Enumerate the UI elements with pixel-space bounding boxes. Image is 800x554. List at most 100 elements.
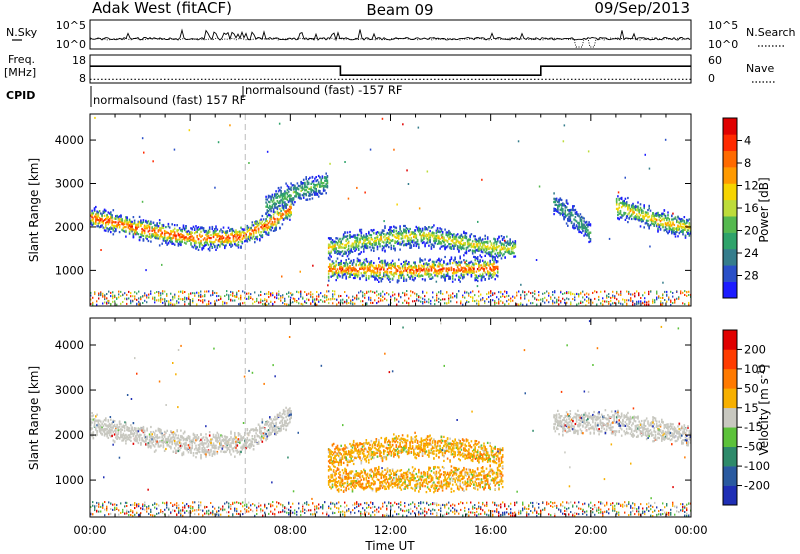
echo-cell [661, 214, 663, 217]
echo-cell [217, 239, 220, 242]
echo-cell [132, 295, 134, 298]
echo-cell [228, 298, 230, 301]
echo-cell [498, 251, 500, 254]
echo-cell [172, 242, 175, 245]
echo-cell [664, 228, 667, 231]
echo-cell [470, 291, 472, 294]
echo-cell [618, 202, 620, 206]
echo-cell [500, 248, 503, 251]
echo-cell [451, 244, 454, 247]
echo-cell [471, 266, 474, 269]
echo-cell [401, 234, 404, 237]
echo-cell [579, 213, 582, 216]
echo-cell [110, 227, 112, 230]
echo-cell [373, 247, 375, 250]
echo-cell [160, 227, 162, 230]
echo-cell [482, 298, 484, 301]
echo-cell [557, 200, 559, 203]
echo-cell [369, 265, 371, 268]
echo-cell [682, 233, 684, 236]
echo-cell [225, 233, 227, 236]
echo-cell [458, 249, 460, 252]
echo-cell [647, 224, 649, 227]
echo-cell [142, 238, 145, 241]
echo-cell [433, 260, 435, 263]
echo-cell [295, 193, 297, 196]
echo-cell [403, 240, 405, 243]
echo-cell [280, 186, 282, 189]
echo-cell [352, 247, 355, 250]
echo-cell [373, 266, 375, 269]
echo-cell [459, 280, 461, 283]
echo-cell [559, 213, 562, 216]
echo-cell [436, 242, 439, 245]
echo-cell [356, 246, 359, 249]
echo-cell [496, 252, 499, 255]
echo-cell [219, 240, 221, 243]
echo-cell [266, 226, 269, 229]
echo-cell [653, 214, 655, 217]
echo-cell [510, 242, 513, 245]
echo-cell [468, 271, 470, 274]
echo-cell [260, 290, 262, 293]
echo-cell [341, 254, 344, 257]
echo-cell [352, 259, 355, 262]
echo-cell [354, 276, 356, 280]
echo-cell [235, 232, 237, 235]
echo-cell [339, 237, 341, 240]
echo-cell [286, 217, 289, 220]
echo-cell [658, 224, 660, 227]
echo-cell [433, 234, 435, 237]
echo-cell [654, 213, 657, 216]
echo-cell [628, 217, 630, 220]
echo-cell [618, 218, 620, 221]
echo-cell [418, 229, 420, 232]
echo-cell [625, 204, 628, 207]
echo-cell [173, 243, 176, 246]
echo-cell [624, 212, 627, 215]
echo-cell [376, 248, 379, 251]
echo-cell [489, 262, 491, 265]
echo-cell [500, 290, 502, 293]
echo-cell [465, 269, 468, 272]
echo-cell [130, 229, 132, 232]
echo-cell [472, 296, 474, 299]
echo-cell [642, 214, 644, 218]
echo-cell [419, 261, 421, 264]
echo-cell [208, 300, 210, 303]
echo-cell [148, 229, 151, 232]
echo-cell [107, 223, 110, 226]
echo-cell [318, 295, 320, 298]
echo-cell [212, 235, 215, 239]
echo-cell [177, 234, 180, 237]
echo-cell [187, 233, 190, 236]
echo-cell [182, 234, 185, 237]
echo-cell [135, 226, 137, 229]
echo-cell [453, 233, 455, 236]
echo-cell [245, 233, 247, 236]
echo-cell [401, 265, 404, 268]
echo-cell [242, 234, 245, 237]
echo-cell [365, 233, 368, 236]
echo-cell [364, 240, 366, 243]
echo-cell [186, 238, 188, 242]
echo-cell [637, 205, 639, 208]
echo-cell [434, 264, 436, 267]
echo-cell [352, 295, 354, 298]
echo-cell [391, 230, 394, 233]
echo-cell [465, 272, 468, 275]
echo-cell [381, 245, 384, 248]
echo-cell [546, 299, 548, 302]
echo-cell [679, 225, 682, 228]
echo-cell [366, 265, 369, 268]
echo-cell [352, 272, 355, 275]
echo-cell [325, 179, 327, 183]
echo-cell [470, 260, 473, 263]
echo-cell [351, 245, 354, 248]
echo-cell [378, 231, 380, 234]
echo-cell [401, 240, 404, 243]
echo-cell [290, 188, 292, 191]
echo-cell [316, 295, 318, 298]
echo-cell [475, 276, 478, 279]
echo-cell [188, 231, 191, 234]
